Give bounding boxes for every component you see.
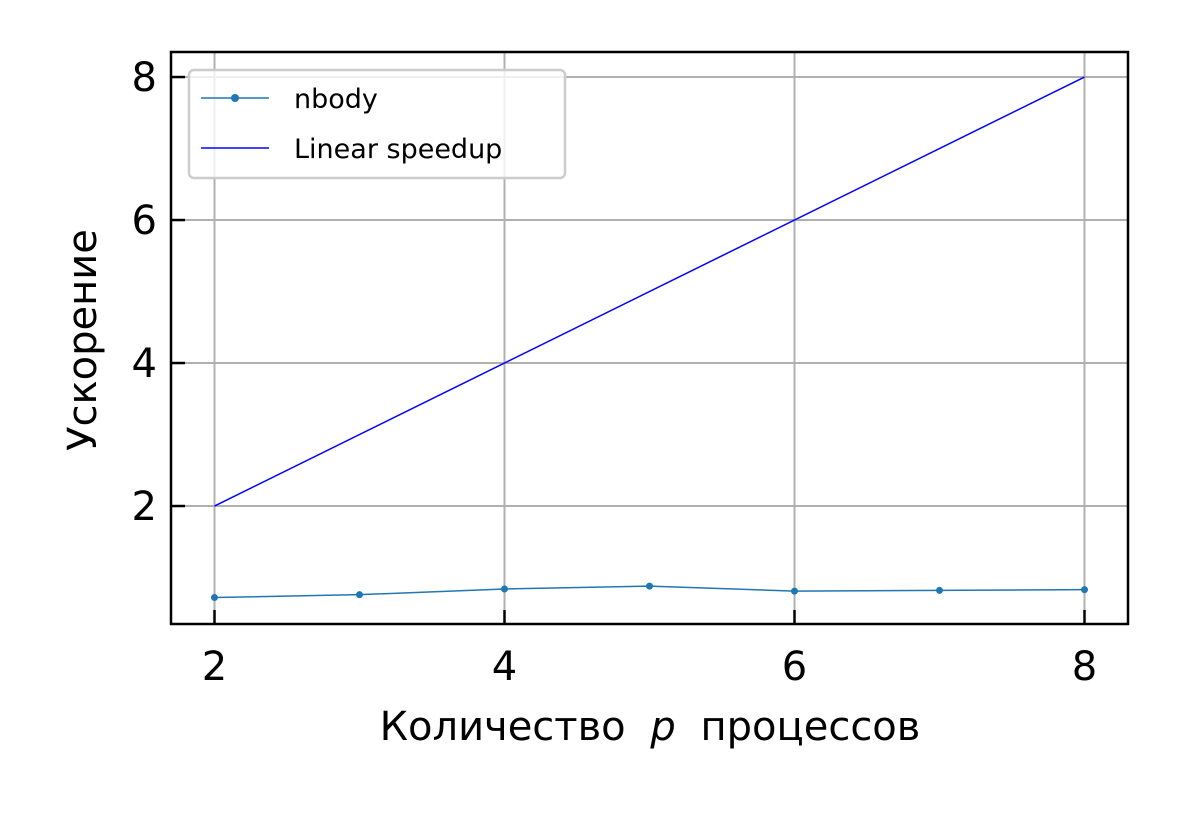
legend-label-linear-speedup: Linear speedup — [294, 134, 502, 165]
x-tick-label: 6 — [782, 644, 807, 690]
legend-label-nbody: nbody — [294, 84, 378, 115]
y-axis-label: Ускорение — [60, 229, 106, 451]
data-point-nbody — [646, 582, 653, 590]
y-tick-label: 4 — [132, 341, 157, 387]
series-layer — [211, 76, 1088, 602]
x-axis-label: Количество p процессов — [380, 704, 921, 750]
legend-box — [187, 68, 567, 180]
data-point-nbody — [211, 594, 218, 602]
legend-marker-nbody — [231, 94, 239, 102]
x-axis-label-variable: p — [649, 704, 675, 750]
y-tick-label: 2 — [132, 484, 157, 530]
x-tick-label: 8 — [1072, 644, 1097, 690]
legend: nbody Linear speedup — [187, 68, 567, 180]
data-point-nbody — [791, 587, 798, 595]
data-point-nbody — [501, 585, 508, 593]
x-axis-label-suffix: процессов — [700, 704, 920, 750]
x-tick-label: 4 — [492, 644, 517, 690]
data-point-nbody — [356, 591, 363, 599]
ticks: 2 4 6 8 2 4 6 8 — [132, 55, 1098, 690]
plot-frame — [169, 50, 1130, 626]
series-line-linear-speedup — [214, 76, 1085, 507]
y-tick-label: 8 — [132, 55, 157, 101]
data-point-nbody — [936, 586, 943, 594]
data-point-nbody — [1081, 586, 1088, 594]
x-tick-label: 2 — [202, 644, 227, 690]
y-tick-label: 6 — [132, 198, 157, 244]
x-axis-label-main: Количество — [380, 704, 626, 750]
